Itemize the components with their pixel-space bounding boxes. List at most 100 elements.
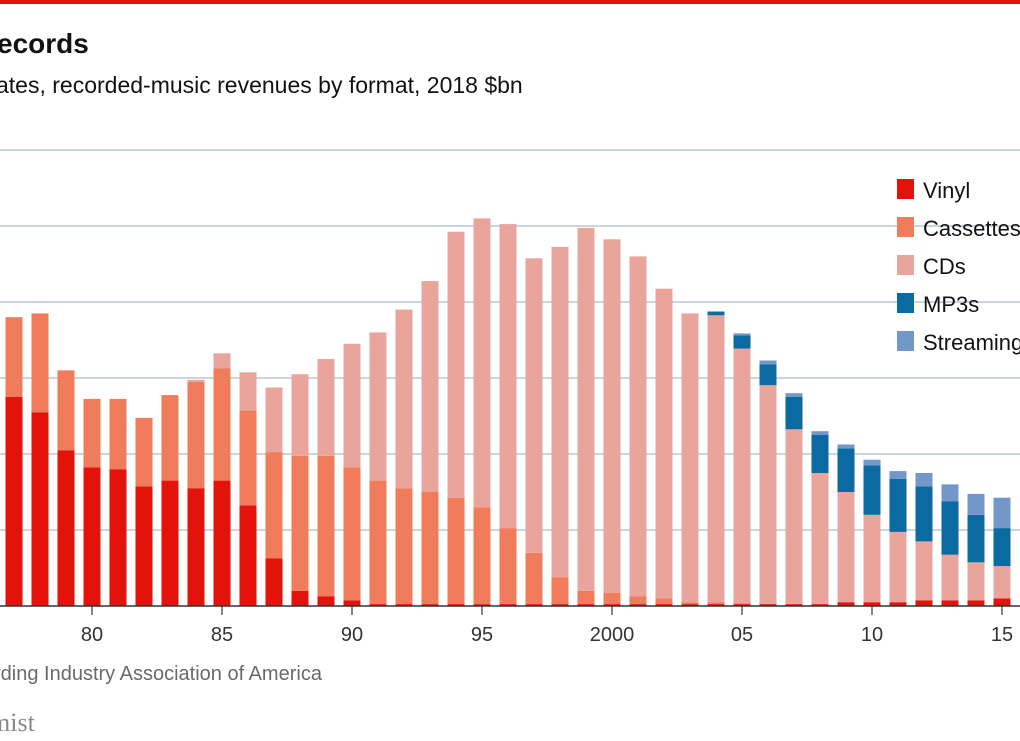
bar-segment-cassettes-1994 <box>447 497 465 605</box>
bar-segment-vinyl-2011 <box>889 602 907 606</box>
bar-segment-vinyl-2003 <box>681 604 699 606</box>
bar-segment-vinyl-1990 <box>343 600 361 606</box>
legend-label: CDs <box>923 254 966 279</box>
bar-segment-mp3s-2015 <box>993 528 1011 567</box>
bar-segment-vinyl-1982 <box>135 486 153 606</box>
bar-segment-cds-1985 <box>213 353 231 369</box>
bar-segment-vinyl-2013 <box>941 600 959 606</box>
bar-segment-vinyl-2009 <box>837 602 855 606</box>
bar-segment-vinyl-1991 <box>369 604 387 606</box>
bar-segment-cassettes-2005 <box>733 603 751 605</box>
bar-segment-cassettes-1996 <box>499 528 517 605</box>
bar-segment-cds-2003 <box>681 313 699 603</box>
bar-segment-cds-1989 <box>317 359 335 456</box>
legend-item-vinyl: Vinyl <box>897 178 970 203</box>
legend-item-cds: CDs <box>897 254 966 279</box>
bar-segment-cassettes-1990 <box>343 467 361 601</box>
legend-item-streaming: Streaming <box>897 330 1020 355</box>
bar-segment-cassettes-1992 <box>395 488 413 605</box>
bar-segment-streaming-2014 <box>967 493 985 515</box>
bar-segment-cds-2010 <box>863 514 881 603</box>
bar-segment-cds-2008 <box>811 473 829 605</box>
bar-segment-cassettes-1984 <box>187 381 205 489</box>
bar-segment-vinyl-1979 <box>57 450 75 606</box>
bar-segment-vinyl-1981 <box>109 469 127 606</box>
legend-swatch <box>897 293 914 313</box>
bar-segment-cds-1996 <box>499 224 517 529</box>
bar-segment-vinyl-2002 <box>655 604 673 606</box>
bar-segment-streaming-2012 <box>915 473 933 487</box>
bar-segment-cds-1992 <box>395 309 413 489</box>
bar-segment-cds-2013 <box>941 554 959 601</box>
bar-segment-cassettes-1982 <box>135 417 153 487</box>
bar-segment-vinyl-1997 <box>525 604 543 606</box>
bar-segment-vinyl-1978 <box>31 412 49 606</box>
bar-segment-cds-2009 <box>837 492 855 603</box>
bar-segment-vinyl-1988 <box>291 590 309 606</box>
bar-segment-cds-2005 <box>733 348 751 604</box>
bar-segment-vinyl-1995 <box>473 604 491 606</box>
bar-segment-vinyl-2012 <box>915 600 933 606</box>
bar-segment-cassettes-1991 <box>369 480 387 605</box>
legend-label: Vinyl <box>923 178 970 203</box>
bar-segment-cds-2001 <box>629 256 647 597</box>
bar-segment-cds-1993 <box>421 281 439 492</box>
x-tick-label: 80 <box>81 624 103 646</box>
legend-label: MP3s <box>923 292 979 317</box>
bar-segment-cassettes-2001 <box>629 596 647 605</box>
bar-segment-vinyl-1987 <box>265 558 283 606</box>
legend-label: Cassettes <box>923 216 1020 241</box>
x-tick-label: 90 <box>341 624 363 646</box>
bar-segment-cassettes-2002 <box>655 598 673 605</box>
x-tick-label: 2000 <box>590 624 635 646</box>
legend-swatch <box>897 255 914 275</box>
bar-segment-streaming-2013 <box>941 484 959 502</box>
x-tick-label: 15 <box>991 624 1013 646</box>
bar-segment-cds-1984 <box>187 379 205 382</box>
bar-segment-cds-2012 <box>915 541 933 601</box>
bar-segment-cassettes-1987 <box>265 452 283 559</box>
bar-segment-mp3s-2012 <box>915 486 933 542</box>
bar-segment-vinyl-1986 <box>239 505 257 606</box>
bar-segment-streaming-2005 <box>733 333 751 336</box>
bar-segment-cds-2000 <box>603 239 621 593</box>
bar-segment-cassettes-1988 <box>291 455 309 591</box>
top-rule <box>0 0 1020 4</box>
chart-subtitle: ates, recorded-music revenues by format,… <box>0 72 523 98</box>
bar-segment-cds-1998 <box>551 246 569 578</box>
bar-segment-cds-1997 <box>525 258 543 553</box>
bar-segment-streaming-2015 <box>993 497 1011 529</box>
bar-segment-cassettes-1989 <box>317 455 335 597</box>
bar-segment-vinyl-2001 <box>629 604 647 606</box>
bar-segment-streaming-2008 <box>811 431 829 435</box>
bar-segment-mp3s-2014 <box>967 514 985 563</box>
bar-segment-streaming-2011 <box>889 471 907 479</box>
x-tick-label: 95 <box>471 624 493 646</box>
bar-segment-vinyl-2000 <box>603 604 621 606</box>
bar-segment-cassettes-1995 <box>473 507 491 605</box>
x-tick-label: 10 <box>861 624 883 646</box>
bar-segment-cds-2014 <box>967 562 985 601</box>
bar-segment-cassettes-1986 <box>239 410 257 506</box>
bar-segment-mp3s-2010 <box>863 465 881 515</box>
bar-segment-mp3s-2004 <box>707 311 725 316</box>
bar-segment-vinyl-2007 <box>785 604 803 606</box>
legend-swatch <box>897 217 914 237</box>
bar-segment-cds-2007 <box>785 429 803 605</box>
bar-segment-cds-2004 <box>707 315 725 603</box>
chart-title: ecords <box>0 28 89 59</box>
bar-segment-vinyl-1980 <box>83 467 101 606</box>
bar-segment-vinyl-1994 <box>447 604 465 606</box>
bar-segment-cassettes-1998 <box>551 577 569 605</box>
bar-segment-streaming-2010 <box>863 459 881 466</box>
bar-segment-streaming-2006 <box>759 360 777 365</box>
bar-segment-vinyl-2004 <box>707 604 725 606</box>
bar-segment-mp3s-2013 <box>941 501 959 555</box>
bar-segment-mp3s-2005 <box>733 335 751 349</box>
bar-segment-cds-1986 <box>239 372 257 411</box>
bar-segment-cassettes-2003 <box>681 602 699 605</box>
bar-segment-vinyl-1998 <box>551 604 569 606</box>
bar-segment-vinyl-1999 <box>577 604 595 606</box>
bar-segment-mp3s-2011 <box>889 478 907 532</box>
